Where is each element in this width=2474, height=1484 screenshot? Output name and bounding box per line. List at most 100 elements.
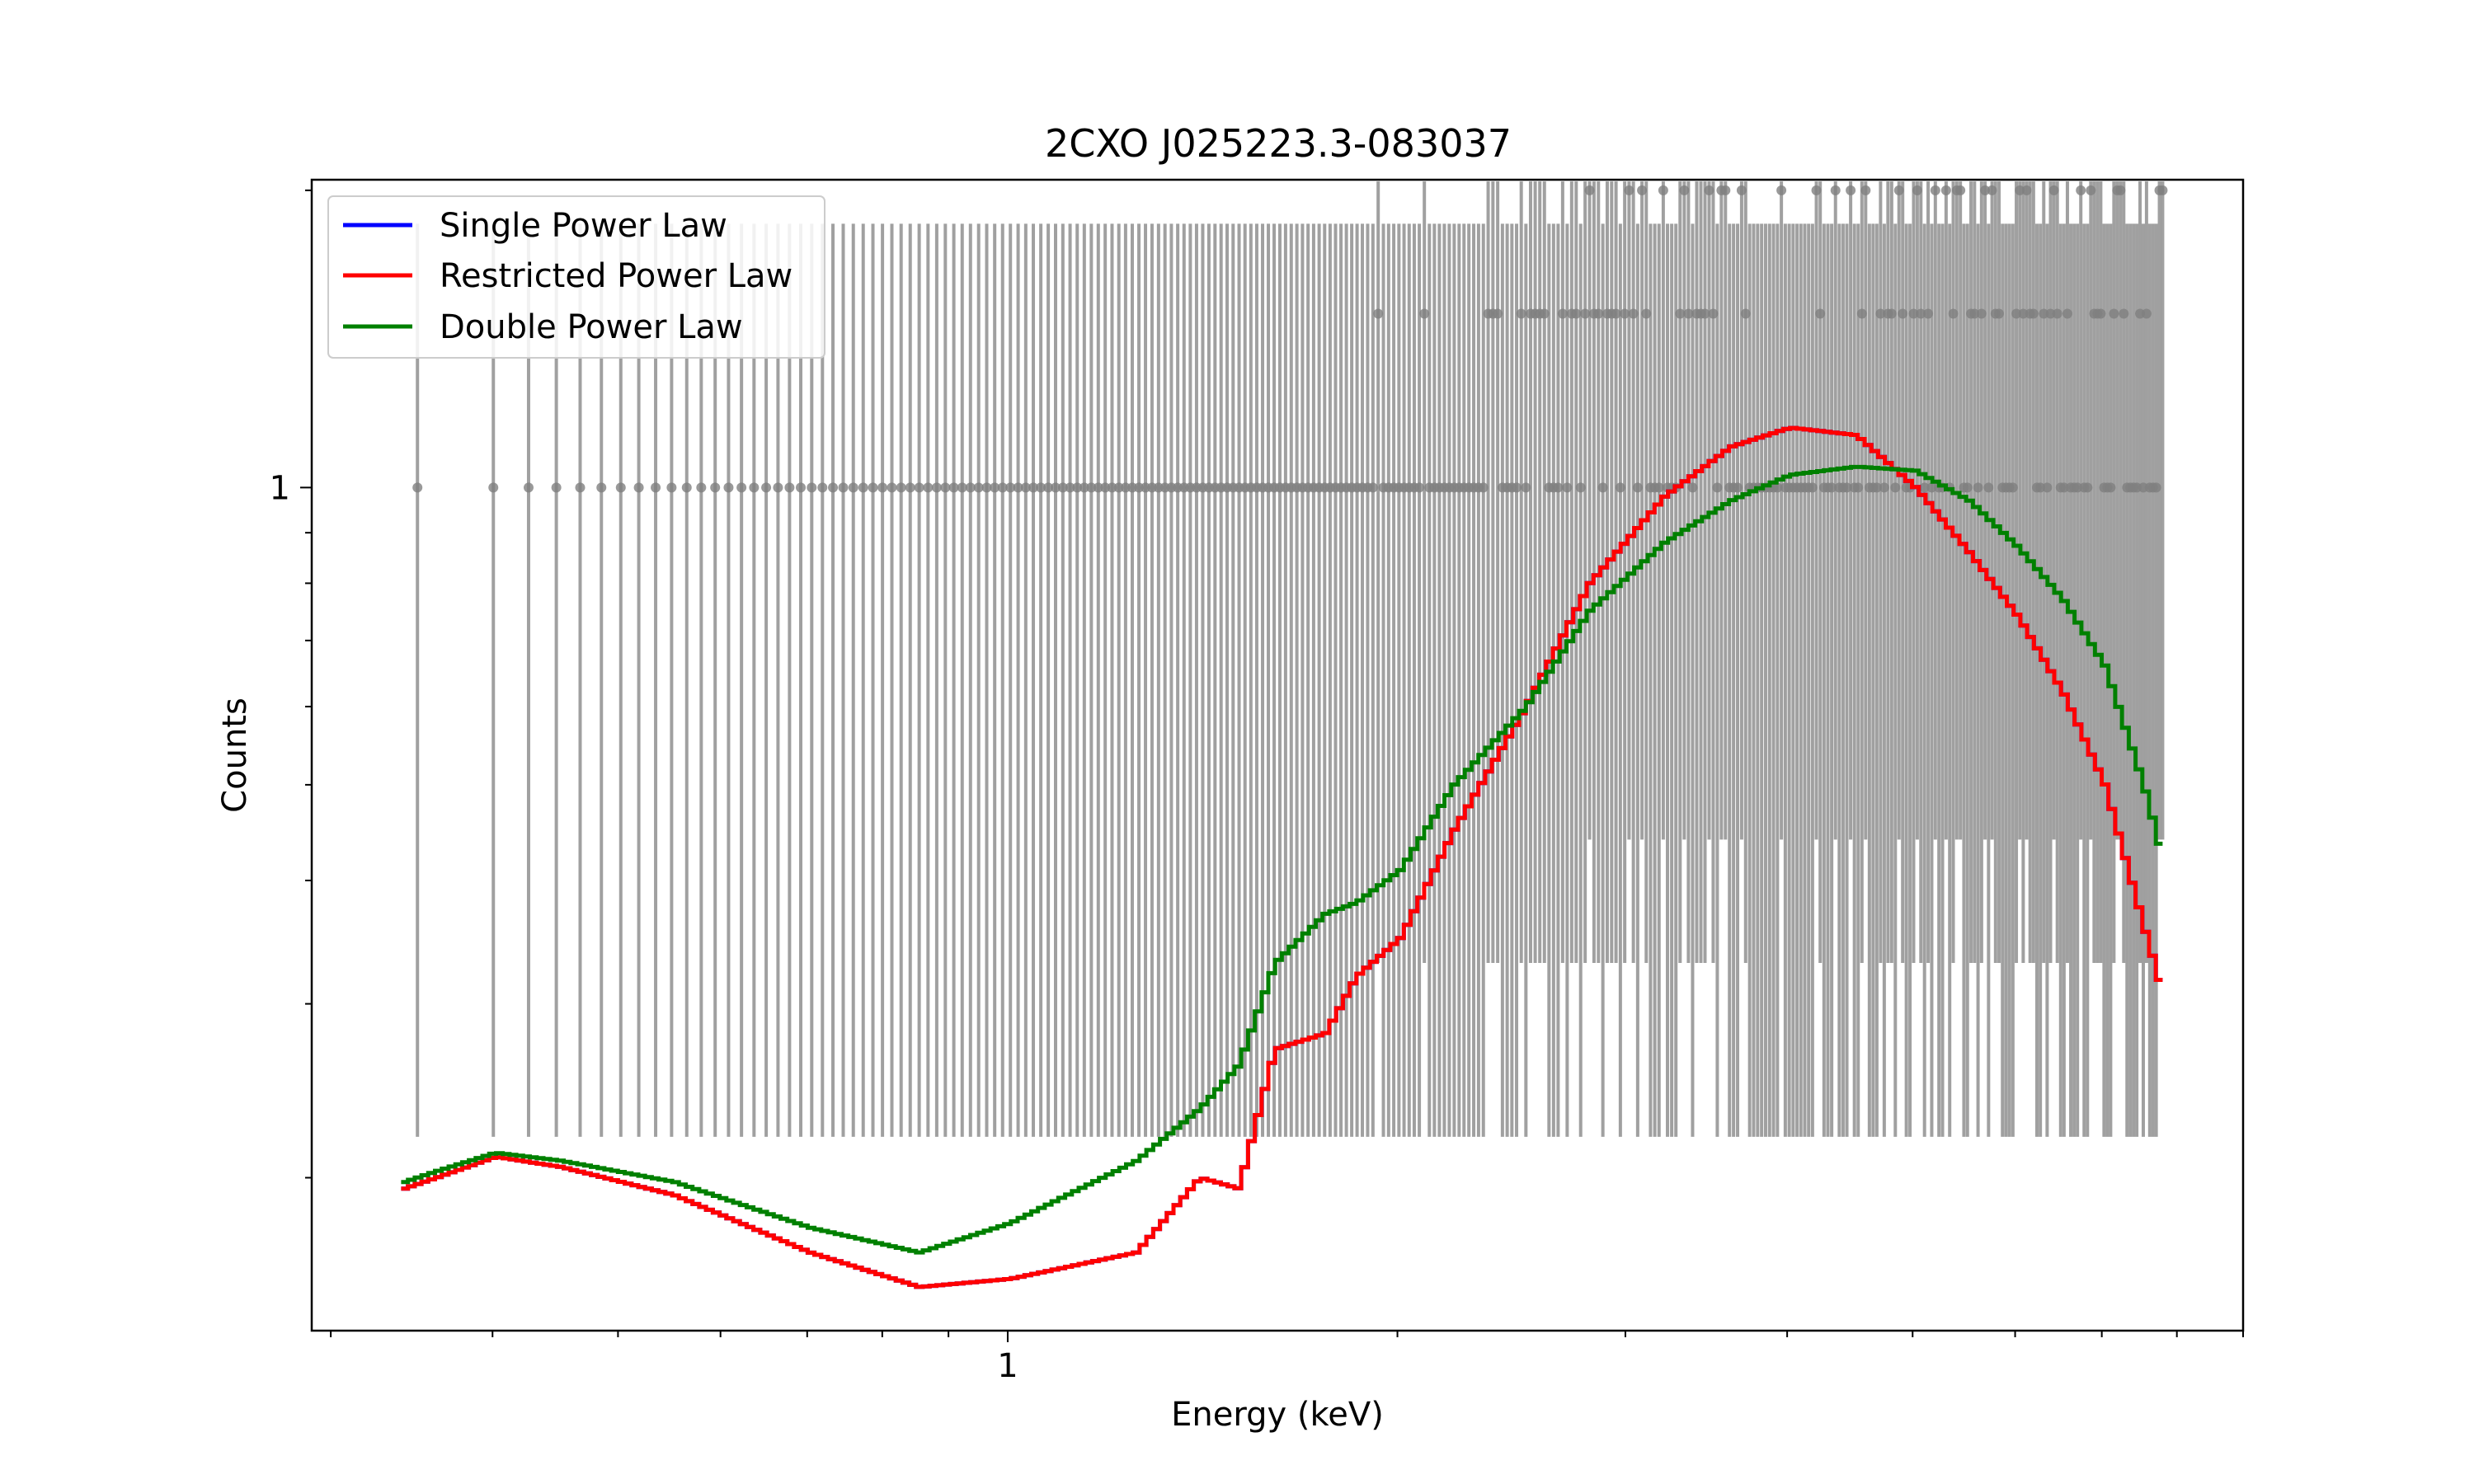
data-point [957, 223, 967, 1137]
data-point [2157, 181, 2168, 840]
data-point [1020, 223, 1031, 1137]
data-point [1860, 181, 1871, 840]
data-point [736, 223, 747, 1137]
model-line-restricted-power-law [401, 425, 2163, 1289]
data-point [1562, 223, 1573, 1137]
data-point [1683, 181, 1694, 964]
data-point [1597, 223, 1608, 1137]
data-point [887, 223, 897, 1137]
data-point [784, 223, 795, 1137]
data-point [807, 223, 817, 1137]
data-point [868, 223, 878, 1137]
data-point [1072, 223, 1083, 1137]
data-point [1611, 181, 1621, 964]
data-point [1641, 181, 1652, 964]
data-point [1367, 223, 1378, 1137]
data-point [575, 223, 586, 1137]
data-point [990, 223, 1000, 1137]
model-line-double-power-law [401, 464, 2163, 1255]
data-point [1575, 223, 1586, 1137]
data-point [981, 223, 992, 1137]
data-point [1940, 181, 1951, 840]
data-point [1553, 223, 1564, 1137]
legend-label-single-power-law: Single Power Law [440, 207, 727, 245]
legend-label-restricted-power-law: Restricted Power Law [440, 257, 793, 295]
data-point [1624, 181, 1634, 840]
model-layer [401, 425, 2163, 1289]
data-point [1107, 223, 1117, 1137]
data-point [1093, 223, 1103, 1137]
data-point [412, 223, 423, 1137]
data-point [1615, 223, 1625, 1137]
data-point [1580, 181, 1591, 964]
x-axis-label: Energy (keV) [1171, 1396, 1384, 1434]
data-point [749, 223, 760, 1137]
y-tick-label: 1 [270, 469, 290, 507]
data-point [1571, 181, 1582, 964]
data-point [523, 223, 534, 1137]
data-point [615, 223, 626, 1137]
data-point [696, 223, 707, 1137]
data-point [1584, 181, 1595, 840]
data-point [948, 223, 959, 1137]
data-point [1512, 223, 1522, 1137]
y-axis-label: Counts [216, 697, 254, 813]
data-point [1658, 181, 1668, 840]
data-point [1539, 181, 1550, 964]
data-point [710, 223, 721, 1137]
data-point [1013, 223, 1023, 1137]
data-point [1679, 181, 1690, 840]
data-point [940, 223, 951, 1137]
data-point [761, 223, 772, 1137]
data-point [1478, 223, 1489, 1137]
data-point [1043, 223, 1054, 1137]
data-point [1557, 181, 1568, 964]
data-point [1051, 223, 1061, 1137]
data-point [858, 223, 868, 1137]
data-point [596, 223, 607, 1137]
data-point [796, 223, 807, 1137]
data-point [1675, 181, 1686, 964]
data-point [1079, 223, 1089, 1137]
data-point [1720, 181, 1731, 840]
data-point [1065, 223, 1075, 1137]
data-point [1100, 223, 1111, 1137]
data-point [965, 223, 976, 1137]
data-point [1980, 181, 1991, 840]
x-axis: 1 [330, 1331, 2244, 1385]
data-point [1373, 181, 1384, 964]
data-point [1028, 223, 1039, 1137]
data-point [723, 223, 734, 1137]
data-point [666, 223, 677, 1137]
data-point [488, 223, 499, 1137]
data-point [681, 223, 692, 1137]
data-point [877, 223, 888, 1137]
data-point [1632, 223, 1643, 1137]
data-point [817, 223, 828, 1137]
data-point [1846, 181, 1856, 840]
data-point [1653, 223, 1664, 1137]
data-point [1637, 181, 1648, 840]
y-axis: 1 [270, 189, 312, 1179]
legend-box [327, 195, 825, 359]
data-point [1955, 181, 1966, 840]
data-point [997, 223, 1008, 1137]
data-point [923, 223, 934, 1137]
data-point [828, 223, 839, 1137]
data-point [551, 223, 562, 1137]
x-tick-label: 1 [997, 1347, 1018, 1385]
data-point [1776, 181, 1787, 840]
data-point [905, 223, 915, 1137]
data-point [773, 223, 783, 1137]
data-point [1493, 181, 1503, 964]
data-point [848, 223, 858, 1137]
data-point [914, 223, 924, 1137]
legend: Single Power Law Restricted Power Law Do… [327, 195, 825, 359]
data-point [838, 223, 849, 1137]
data-point [896, 223, 906, 1137]
data-point [633, 223, 644, 1137]
data-point [1521, 223, 1531, 1137]
data-point [973, 223, 984, 1137]
plot-frame [310, 178, 2245, 1332]
